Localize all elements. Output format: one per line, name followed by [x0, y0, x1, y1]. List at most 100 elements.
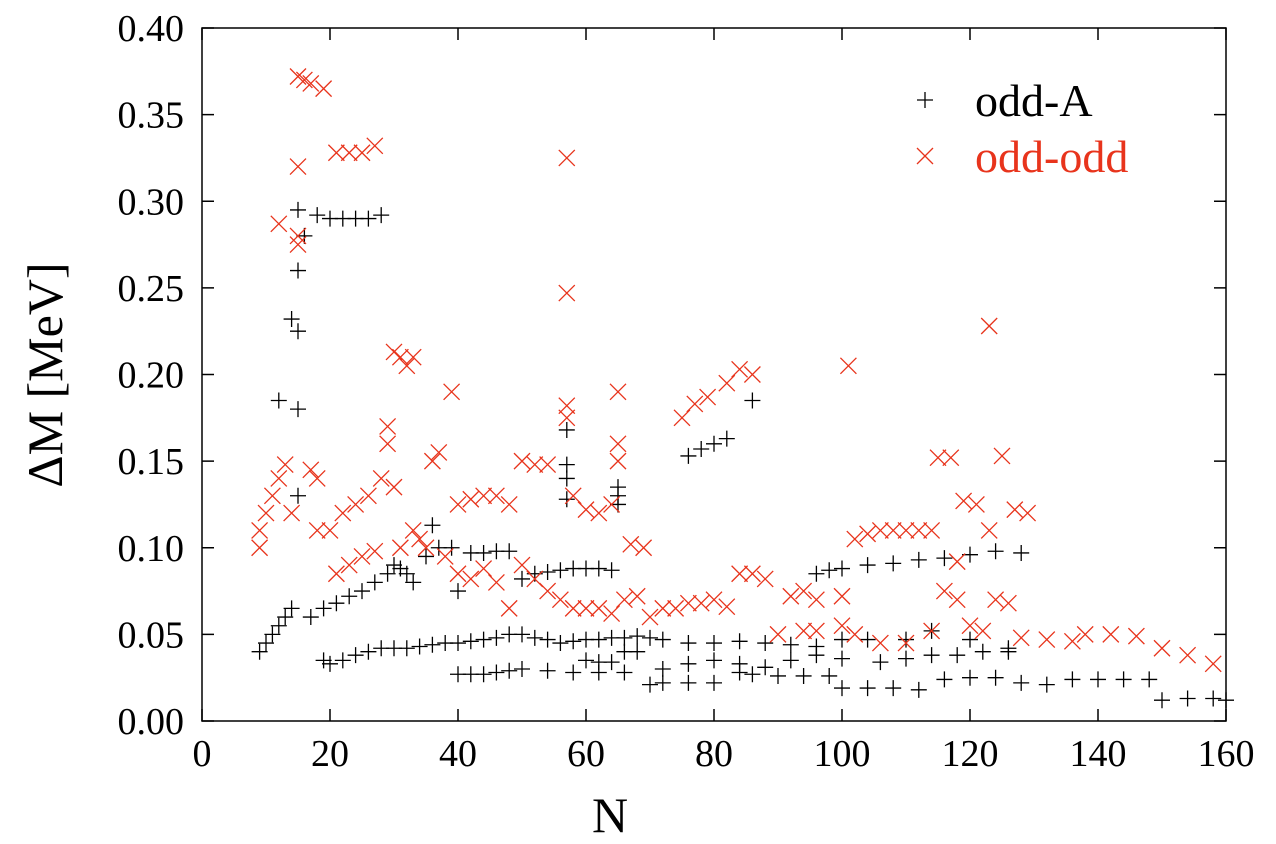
point: [462, 490, 480, 508]
point: [654, 599, 672, 617]
point: [795, 622, 813, 640]
point: [309, 207, 326, 224]
point: [462, 633, 479, 650]
point: [628, 587, 646, 605]
point: [705, 591, 723, 609]
point: [923, 622, 941, 640]
point: [955, 492, 973, 510]
point: [923, 647, 940, 664]
point: [833, 587, 851, 605]
point: [398, 640, 415, 657]
point: [929, 449, 947, 467]
point: [821, 667, 838, 684]
point: [590, 631, 607, 648]
point: [290, 401, 306, 418]
point: [993, 447, 1011, 465]
point: [1006, 501, 1024, 519]
point: [808, 647, 825, 664]
point: [450, 635, 466, 652]
point: [974, 622, 992, 640]
point: [283, 600, 300, 617]
point: [859, 557, 876, 574]
point: [251, 539, 269, 557]
point: [488, 664, 505, 681]
point: [654, 631, 671, 648]
point: [680, 655, 697, 672]
point: [360, 210, 377, 227]
point: [962, 669, 978, 686]
point: [898, 650, 914, 667]
point: [731, 633, 748, 650]
point: [910, 681, 927, 698]
point: [488, 629, 505, 646]
point: [654, 661, 671, 678]
point: [885, 680, 902, 697]
point: [603, 562, 620, 579]
point: [475, 666, 492, 683]
point: [270, 617, 287, 634]
point: [935, 582, 953, 600]
x-tick-label: 0: [193, 733, 212, 775]
point: [616, 629, 633, 646]
point: [315, 652, 332, 669]
point: [987, 543, 1004, 560]
point: [1063, 632, 1081, 650]
legend-label: odd-A: [975, 75, 1093, 126]
point: [308, 521, 326, 539]
point: [942, 449, 960, 467]
point: [391, 348, 409, 366]
point: [641, 608, 659, 626]
point: [450, 583, 466, 600]
point: [359, 487, 377, 505]
x-tick-label: 20: [311, 733, 349, 775]
point: [1141, 671, 1158, 688]
point: [1153, 639, 1171, 657]
point: [289, 158, 307, 176]
point: [283, 311, 300, 328]
x-tick-label: 100: [814, 733, 871, 775]
point: [654, 674, 671, 691]
point: [782, 652, 799, 669]
y-tick-label: 0.10: [118, 528, 185, 570]
point: [1102, 625, 1120, 643]
point: [514, 661, 530, 678]
point: [539, 662, 556, 679]
point: [251, 643, 268, 660]
point: [391, 539, 409, 557]
point: [360, 643, 377, 660]
point: [629, 628, 646, 645]
legend-marker: [916, 147, 934, 165]
y-tick-label: 0.35: [118, 95, 185, 137]
point: [302, 74, 320, 92]
point: [487, 487, 505, 505]
point: [731, 655, 748, 672]
point: [590, 599, 608, 617]
point: [366, 542, 384, 560]
point: [1064, 671, 1081, 688]
point: [290, 487, 306, 504]
point: [692, 594, 710, 612]
point: [526, 456, 544, 474]
y-tick-label: 0.20: [118, 355, 185, 397]
point: [834, 631, 850, 648]
point: [257, 504, 275, 522]
point: [539, 456, 557, 474]
point: [642, 676, 658, 693]
point: [385, 343, 403, 361]
y-tick-label: 0.40: [118, 8, 185, 50]
point: [743, 565, 761, 583]
point: [884, 521, 902, 539]
point: [347, 495, 365, 513]
y-tick-label: 0.25: [118, 268, 185, 310]
point: [1013, 674, 1030, 691]
y-tick-label: 0.15: [118, 441, 185, 483]
point: [910, 551, 927, 568]
point: [578, 652, 594, 669]
point: [353, 144, 371, 162]
point: [987, 669, 1004, 686]
point: [564, 599, 582, 617]
point: [501, 543, 518, 560]
point: [693, 440, 710, 457]
point: [513, 556, 531, 574]
point: [609, 435, 627, 453]
